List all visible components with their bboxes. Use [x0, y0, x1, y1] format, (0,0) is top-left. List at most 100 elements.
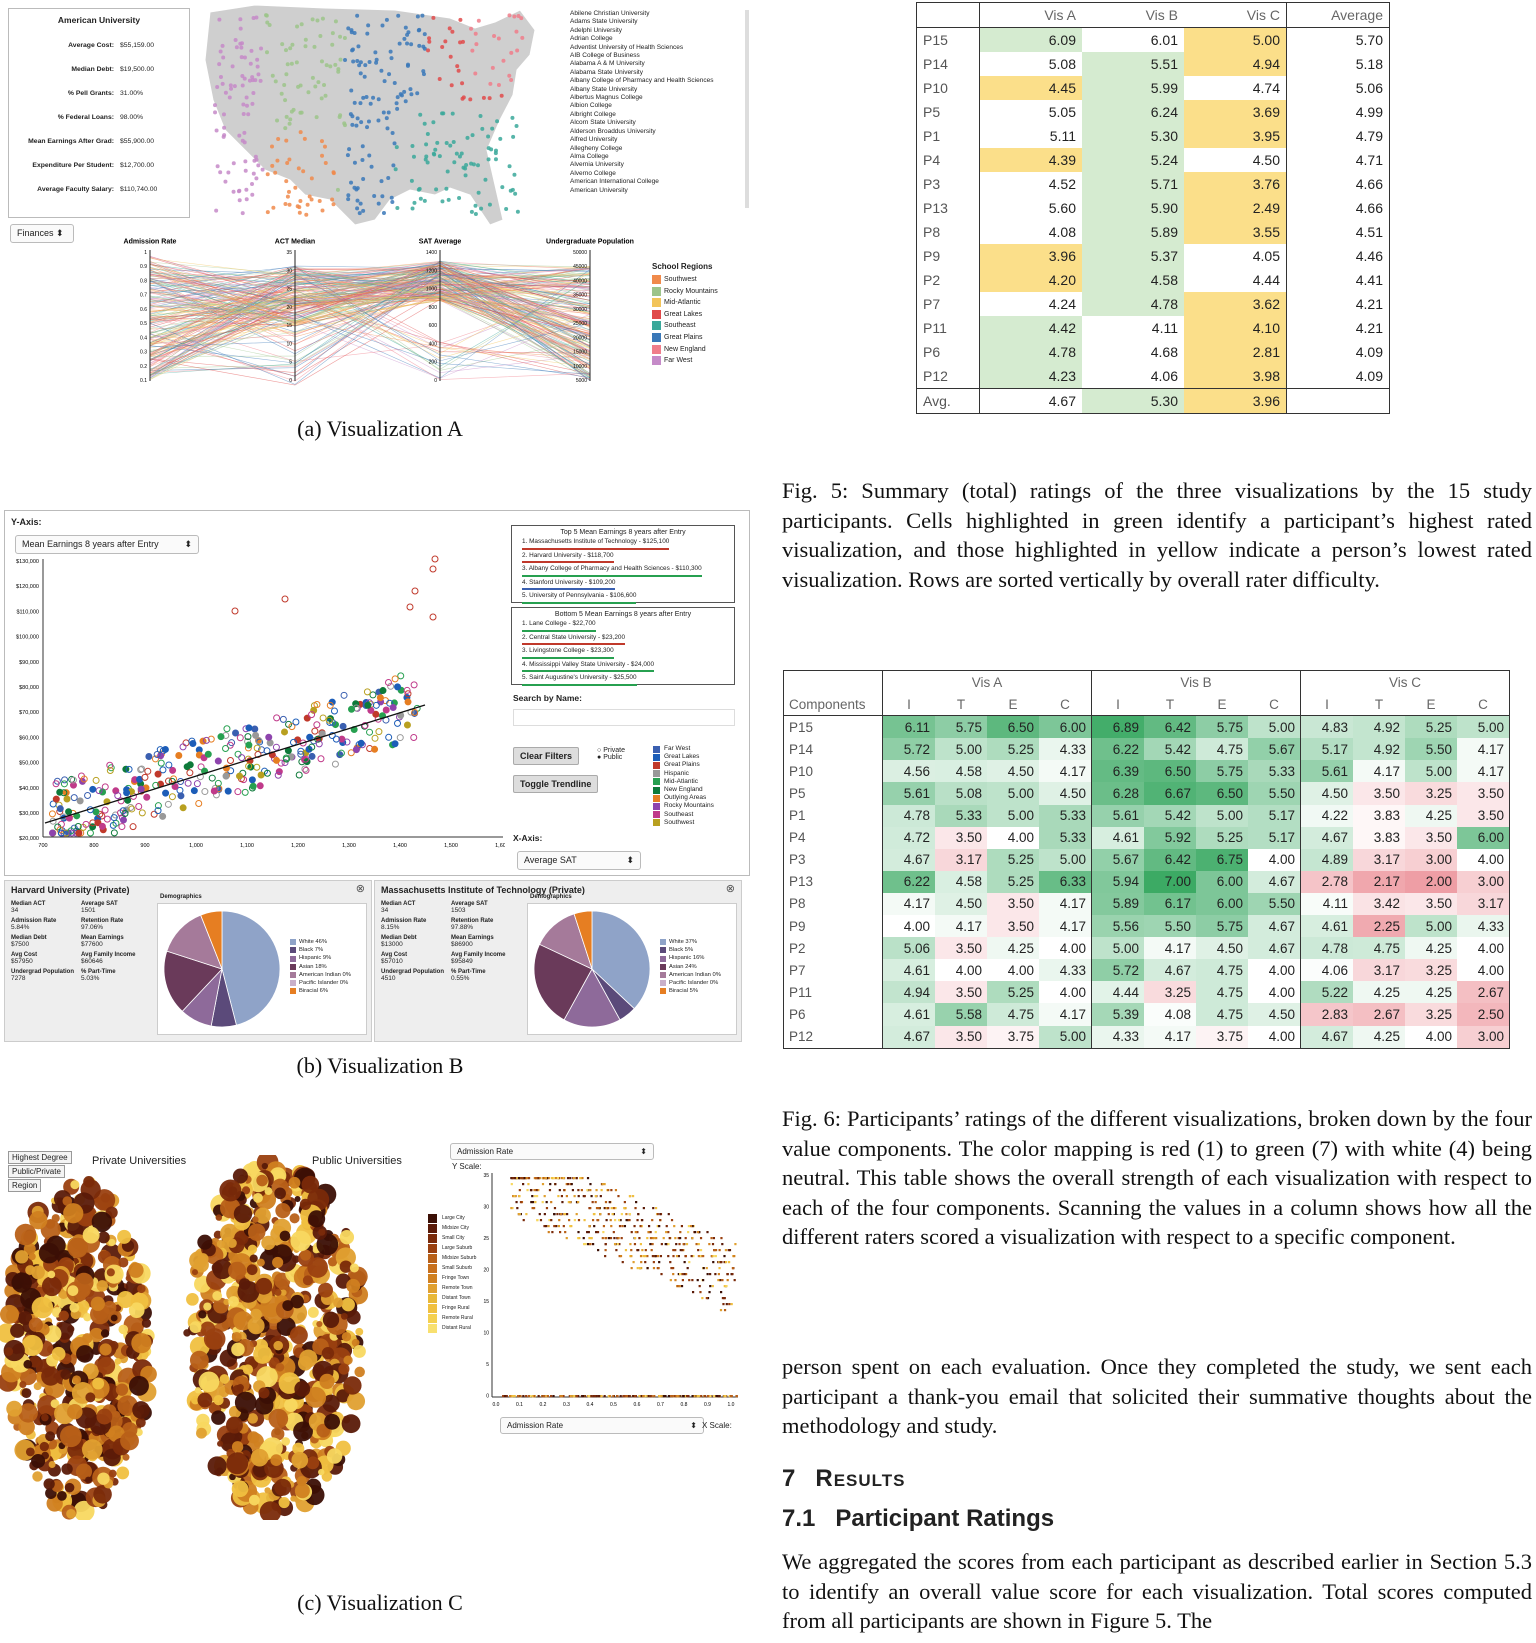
university-bubble [319, 1373, 335, 1390]
close-icon[interactable]: ⊗ [725, 883, 735, 895]
ranking-item[interactable]: 2. Central State University - $23,200 [522, 632, 626, 646]
school-point [311, 727, 319, 735]
legend-item[interactable]: Rocky Mountains [652, 286, 718, 296]
parallel-coordinates[interactable]: Admission Rate10.90.80.70.60.50.40.30.20… [120, 239, 640, 406]
school-list-item[interactable]: Adelphi University [570, 26, 623, 34]
rating-cell: 3.42 [1353, 892, 1405, 916]
ranking-item[interactable]: 5. University of Pennsylvania - $106,600 [522, 590, 637, 604]
legend-item[interactable]: Great Plains [652, 332, 718, 342]
school-list-item[interactable]: Albertus Magnus College [570, 94, 643, 102]
school-list-item[interactable]: Adventist University of Health Sciences [570, 43, 684, 51]
demographics-panel: Demographics White 46% Black 7% Hispanic 9%… [157, 894, 367, 1035]
legend-item[interactable]: Mid-Atlantic [653, 778, 714, 786]
legend-item[interactable]: Mid-Atlantic [652, 298, 718, 308]
legend-item[interactable]: Great Lakes [652, 309, 718, 319]
ranking-item[interactable]: 1. Massachusetts Institute of Technology… [522, 536, 670, 550]
x-scale-select[interactable]: Admission Rate ⬍ [500, 1417, 704, 1434]
rating-cell: 4.52 [979, 172, 1082, 196]
legend-item[interactable]: Southeast [652, 321, 718, 331]
ranking-item[interactable]: 3. Livingstone College - $23,300 [522, 645, 614, 659]
school-list-item[interactable]: Alabama A & M University [570, 60, 645, 68]
y-scale-select[interactable]: Admission Rate ⬍ [450, 1143, 654, 1160]
school-list-item[interactable]: Alfred University [570, 136, 618, 144]
legend-swatch [660, 947, 666, 954]
school-list-item[interactable]: Alderson Broaddus University [570, 127, 656, 135]
school-list-item[interactable]: Alma College [570, 152, 609, 160]
ranking-item[interactable]: 4. Mississippi Valley State University -… [522, 659, 655, 673]
demographics-pie[interactable] [160, 904, 290, 1034]
rating-cell: 5.11 [979, 124, 1082, 148]
legend-item[interactable]: Remote Town [428, 1283, 476, 1293]
ranking-item[interactable]: 1. Lane College - $22,700 [522, 618, 596, 632]
legend-item[interactable]: Southeast [653, 811, 714, 819]
school-list-item[interactable]: Alverno College [570, 169, 616, 177]
ranking-item[interactable]: 3. Albany College of Pharmacy and Health… [522, 563, 702, 577]
school-list-item[interactable]: AIB College of Business [570, 52, 640, 60]
pc-tick-label: 1000 [426, 287, 437, 293]
legend-item[interactable]: New England [652, 344, 718, 354]
legend-item[interactable]: Outlying Areas [653, 794, 714, 802]
legend-item[interactable]: Fringe Town [428, 1273, 476, 1283]
legend-item[interactable]: Great Lakes [653, 753, 714, 761]
school-list-item[interactable]: Albany State University [570, 85, 638, 93]
ranking-item[interactable]: 5. Saint Augustine's University - $25,50… [522, 672, 637, 686]
legend-item[interactable]: Small City [428, 1233, 476, 1243]
school-list-item[interactable]: Albion College [570, 102, 612, 110]
average-cell: 4.21 [1286, 316, 1390, 340]
search-input[interactable] [513, 709, 735, 726]
legend-item[interactable]: Far West [652, 356, 718, 366]
school-list-item[interactable]: Allegheny College [570, 144, 623, 152]
legend-item[interactable]: Southwest [653, 819, 714, 827]
bubble-public[interactable] [180, 1155, 370, 1520]
legend-public[interactable]: ● Public [597, 754, 625, 761]
school-list-item[interactable]: Alvernia University [570, 161, 624, 169]
us-map[interactable] [195, 0, 555, 235]
legend-swatch [290, 955, 296, 962]
legend-private[interactable]: ○ Private [597, 747, 625, 754]
legend-item[interactable]: Midsize City [428, 1223, 476, 1233]
scatter-plot[interactable]: $130,000$120,000$110,000$100,000$90,000$… [5, 555, 505, 865]
school-list-item[interactable]: American University [570, 186, 628, 194]
group-button[interactable]: Highest Degree [8, 1151, 72, 1164]
group-button[interactable]: Region [8, 1179, 42, 1192]
x-axis-select[interactable]: Average SAT ⬍ [517, 851, 641, 870]
y-axis-select[interactable]: Mean Earnings 8 years after Entry ⬍ [15, 535, 199, 554]
legend-item[interactable]: Large Suburb [428, 1243, 476, 1253]
group-button[interactable]: Public/Private [8, 1165, 65, 1178]
school-list-item[interactable]: Alcorn State University [570, 119, 636, 127]
legend-item[interactable]: Distant Rural [428, 1323, 476, 1333]
bubble-private[interactable] [0, 1175, 160, 1520]
demographics-pie[interactable] [530, 904, 660, 1034]
school-point [282, 754, 290, 762]
data-mark [649, 1237, 653, 1240]
ranking-item[interactable]: 4. Stanford University - $109,200 [522, 577, 616, 591]
school-list[interactable]: Abilene Christian University Adams State … [570, 10, 749, 208]
dropdown-label: Finances [17, 228, 54, 238]
finances-dropdown[interactable]: Finances ⬍ [10, 224, 74, 243]
clear-filters-button[interactable]: Clear Filters [513, 747, 580, 765]
legend-item[interactable]: Southwest [652, 275, 718, 284]
school-list-item[interactable]: Albany College of Pharmacy and Health Sc… [570, 77, 714, 85]
legend-item[interactable]: Far West [653, 745, 714, 753]
ranking-item[interactable]: 2. Harvard University - $118,700 [522, 550, 614, 564]
legend-item[interactable]: Midsize Suburb [428, 1253, 476, 1263]
legend-item[interactable]: Hispanic [653, 770, 714, 778]
close-icon[interactable]: ⊗ [355, 883, 365, 895]
legend-item[interactable]: Fringe Rural [428, 1303, 476, 1313]
legend-item[interactable]: Remote Rural [428, 1313, 476, 1323]
school-list-item[interactable]: Alabama State University [570, 68, 643, 76]
legend-item[interactable]: Small Suburb [428, 1263, 476, 1273]
legend-item[interactable]: Large City [428, 1213, 476, 1223]
school-list-item[interactable]: Abilene Christian University [570, 10, 650, 17]
legend-item[interactable]: New England [653, 786, 714, 794]
school-list-item[interactable]: Albright College [570, 110, 616, 118]
school-list-item[interactable]: American International College [570, 178, 659, 186]
legend-item[interactable]: Great Plains [653, 761, 714, 769]
legend-item[interactable]: Distant Town [428, 1293, 476, 1303]
legend-item[interactable]: Rocky Mountains [653, 802, 714, 811]
school-list-item[interactable]: Adams State University [570, 18, 638, 26]
school-list-item[interactable]: Adrian College [570, 35, 613, 43]
legend-label: Large Suburb [442, 1245, 473, 1251]
toggle-trendline-button[interactable]: Toggle Trendline [513, 775, 599, 793]
